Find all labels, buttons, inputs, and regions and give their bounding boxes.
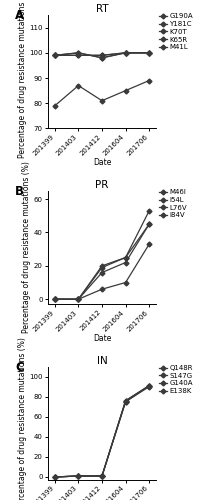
Title: PR: PR	[95, 180, 109, 190]
Title: IN: IN	[97, 356, 107, 366]
Line: I54L: I54L	[53, 222, 151, 301]
M41L	[54, 102, 56, 108]
K65R	[148, 50, 150, 56]
I84V	[77, 296, 80, 302]
M46I	[54, 296, 56, 302]
K65R	[124, 50, 127, 56]
M41L	[77, 82, 80, 88]
S147G	[101, 473, 103, 479]
M46I	[124, 254, 127, 260]
I84V	[54, 296, 56, 302]
Line: Y181C: Y181C	[53, 51, 151, 60]
Q148R	[54, 474, 56, 480]
Y-axis label: Percentage of drug resistance mutations (%): Percentage of drug resistance mutations …	[22, 162, 31, 334]
Line: E138K: E138K	[53, 385, 151, 478]
L76V	[148, 241, 150, 247]
Line: Q148R: Q148R	[53, 384, 151, 478]
Legend: M46I, I54L, L76V, I84V: M46I, I54L, L76V, I84V	[158, 188, 188, 219]
M41L	[101, 98, 103, 103]
Line: I84V: I84V	[53, 222, 151, 301]
E138K	[54, 474, 56, 480]
Y-axis label: Percentage of drug resistance mutations (%): Percentage of drug resistance mutations …	[18, 0, 27, 158]
Y181C	[124, 50, 127, 56]
Y181C	[77, 50, 80, 56]
K65R	[101, 52, 103, 59]
Q148R	[148, 382, 150, 388]
G140A	[101, 473, 103, 479]
S147G	[124, 398, 127, 404]
E138K	[101, 473, 103, 479]
M46I	[77, 296, 80, 302]
G140A	[54, 474, 56, 480]
Q148R	[101, 473, 103, 479]
X-axis label: Date: Date	[93, 158, 111, 167]
G190A	[101, 52, 103, 59]
E138K	[148, 384, 150, 390]
G140A	[77, 473, 80, 479]
Text: C: C	[15, 361, 24, 374]
Q148R	[124, 398, 127, 404]
Y181C	[101, 55, 103, 61]
X-axis label: Date: Date	[93, 334, 111, 342]
I54L	[101, 270, 103, 276]
G190A	[77, 52, 80, 59]
G190A	[124, 50, 127, 56]
Line: L76V: L76V	[53, 242, 151, 301]
K70T	[54, 52, 56, 59]
M46I	[101, 264, 103, 270]
M41L	[148, 78, 150, 84]
L76V	[124, 280, 127, 285]
S147G	[54, 474, 56, 480]
Q148R	[77, 473, 80, 479]
Text: B: B	[15, 185, 24, 198]
K65R	[54, 52, 56, 59]
M41L	[124, 88, 127, 94]
I84V	[101, 263, 103, 269]
K70T	[77, 50, 80, 56]
I84V	[124, 254, 127, 260]
Legend: Q148R, S147G, G140A, E138K: Q148R, S147G, G140A, E138K	[158, 364, 194, 395]
E138K	[77, 473, 80, 479]
Line: S147G: S147G	[53, 384, 151, 478]
I54L	[148, 221, 150, 227]
K70T	[124, 50, 127, 56]
G140A	[148, 382, 150, 388]
Text: A: A	[15, 10, 24, 22]
I54L	[124, 260, 127, 266]
L76V	[54, 296, 56, 302]
G190A	[148, 50, 150, 56]
S147G	[148, 382, 150, 388]
Line: M41L: M41L	[53, 79, 151, 108]
E138K	[124, 398, 127, 404]
K65R	[77, 52, 80, 59]
Title: RT: RT	[96, 4, 108, 14]
I54L	[54, 296, 56, 302]
G190A	[54, 52, 56, 59]
K70T	[148, 50, 150, 56]
M46I	[148, 208, 150, 214]
I84V	[148, 221, 150, 227]
G140A	[124, 398, 127, 404]
Y181C	[54, 52, 56, 59]
Y181C	[148, 50, 150, 56]
Legend: G190A, Y181C, K70T, K65R, M41L: G190A, Y181C, K70T, K65R, M41L	[158, 12, 194, 51]
Line: K65R: K65R	[53, 51, 151, 57]
S147G	[77, 473, 80, 479]
I54L	[77, 296, 80, 302]
Y-axis label: Percentage of drug resistance mutations (%): Percentage of drug resistance mutations …	[18, 338, 27, 500]
L76V	[77, 296, 80, 302]
Line: G140A: G140A	[53, 384, 151, 478]
Line: M46I: M46I	[53, 209, 151, 301]
Line: K70T: K70T	[53, 51, 151, 60]
K70T	[101, 55, 103, 61]
L76V	[101, 286, 103, 292]
Line: G190A: G190A	[53, 51, 151, 57]
